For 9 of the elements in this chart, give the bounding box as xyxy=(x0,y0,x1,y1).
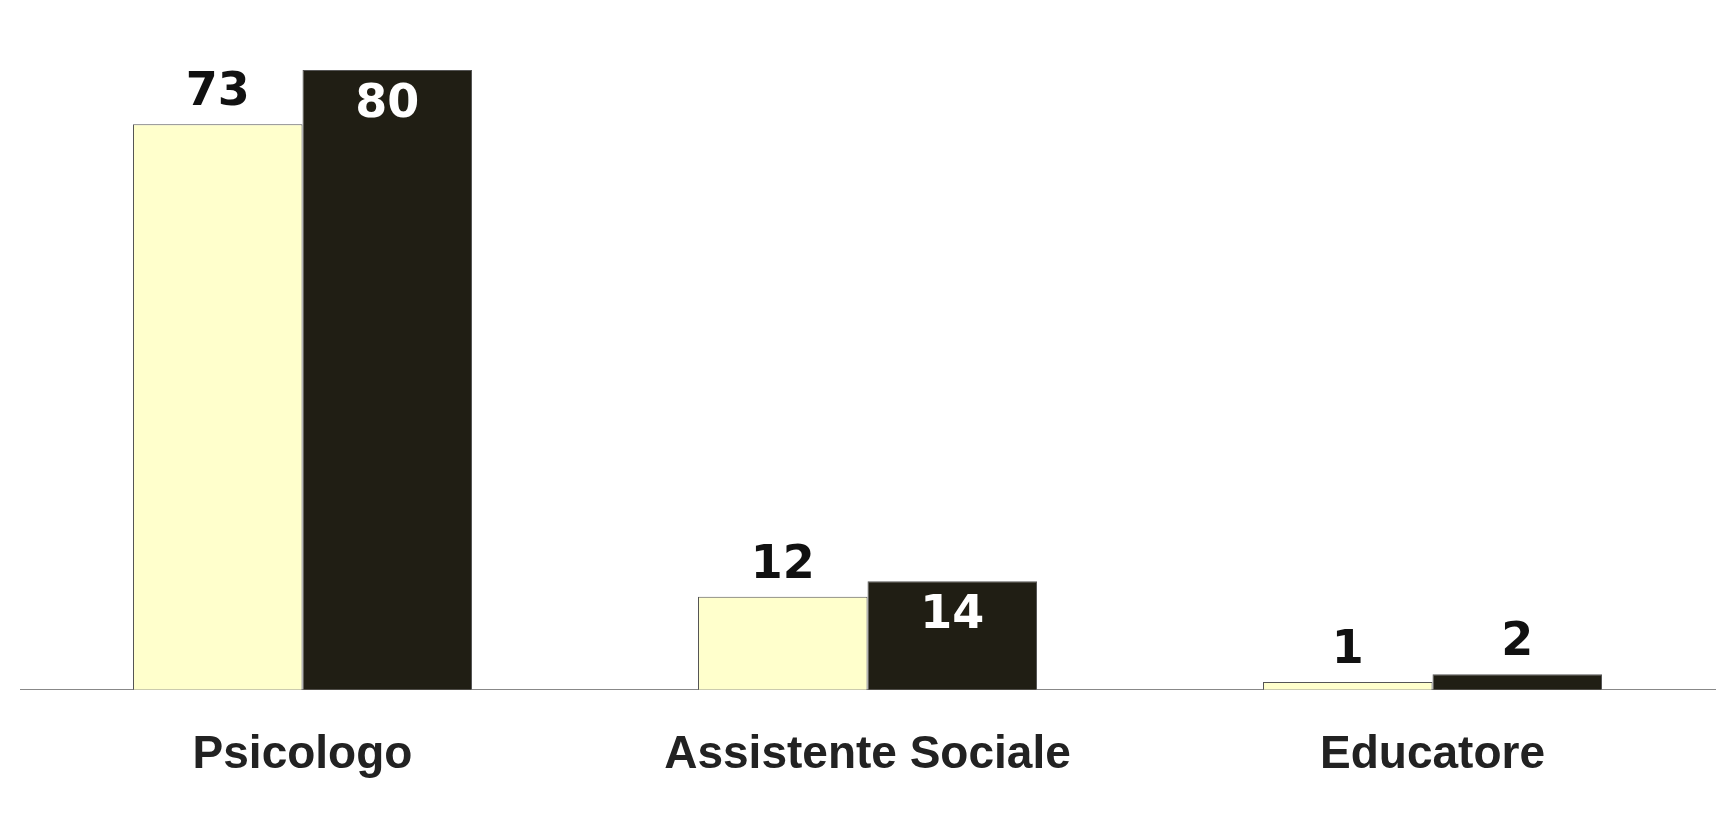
data-label: 2 xyxy=(1501,612,1534,667)
data-label: 12 xyxy=(750,534,815,589)
data-label: 73 xyxy=(185,62,250,117)
x-tick-label: Assistente Sociale xyxy=(664,726,1071,779)
data-label: 14 xyxy=(920,585,985,640)
x-tick-label: Educatore xyxy=(1320,726,1545,779)
data-label: 1 xyxy=(1331,620,1364,675)
x-tick-label: Psicologo xyxy=(192,726,413,779)
data-label: 80 xyxy=(355,73,420,128)
